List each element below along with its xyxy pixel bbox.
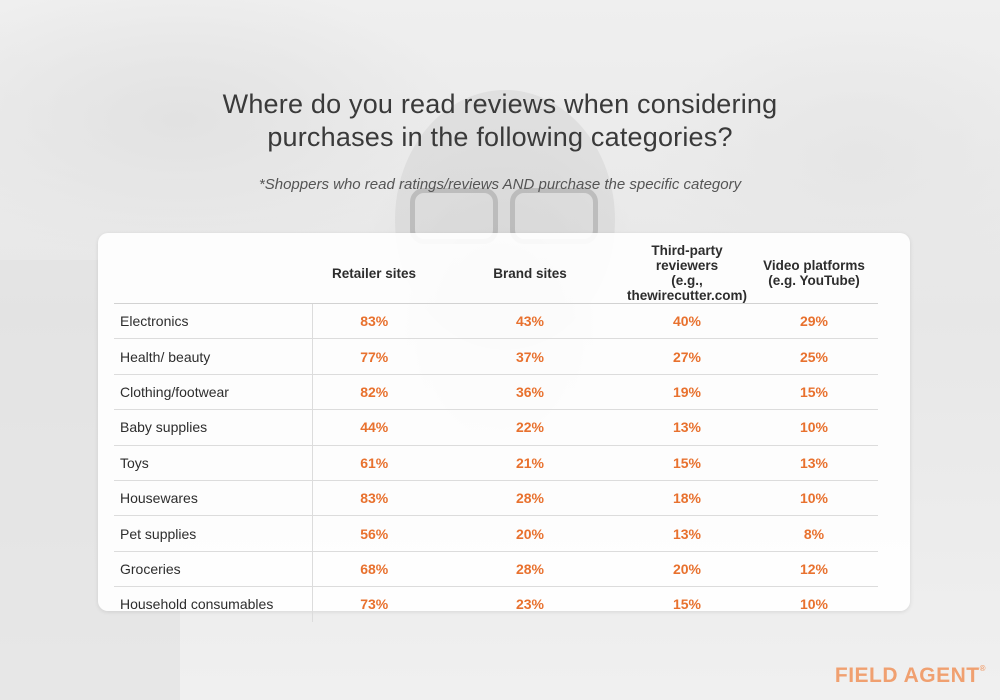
field-agent-logo: FIELD AGENT® — [835, 664, 986, 688]
table-header: Retailer sites Brand sites Third-party rev… — [114, 243, 878, 304]
category-label: Housewares — [114, 479, 312, 516]
column-header: Video platforms (e.g. YouTube) — [750, 243, 878, 304]
value-cell: 15% — [624, 444, 750, 481]
data-table: Retailer sites Brand sites Third-party rev… — [114, 243, 878, 622]
value-cell: 20% — [436, 515, 624, 552]
category-label: Electronics — [114, 302, 312, 339]
category-label: Health/ beauty — [114, 338, 312, 375]
value-cell: 15% — [750, 373, 878, 410]
category-label: Household consumables — [114, 586, 312, 622]
table-row: Household consumables 73% 23% 15% 10% — [114, 586, 878, 622]
table-row: Electronics 83% 43% 40% 29% — [114, 302, 878, 339]
category-label: Groceries — [114, 550, 312, 587]
value-cell: 13% — [750, 444, 878, 481]
value-cell: 28% — [436, 479, 624, 516]
value-cell: 18% — [624, 479, 750, 516]
value-cell: 23% — [436, 586, 624, 622]
value-cell: 83% — [311, 479, 436, 516]
value-cell: 83% — [311, 302, 436, 339]
chart-subtitle: *Shoppers who read ratings/reviews AND p… — [258, 176, 742, 193]
value-cell: 40% — [624, 302, 750, 339]
category-label: Clothing/footwear — [114, 373, 312, 410]
table-body: Electronics 83% 43% 40% 29% Health/ beauty 77%… — [114, 302, 878, 622]
value-cell: 43% — [436, 302, 624, 339]
table-row: Baby supplies 44% 22% 13% 10% — [114, 409, 878, 446]
value-cell: 22% — [436, 409, 624, 446]
value-cell: 27% — [624, 338, 750, 375]
value-cell: 19% — [624, 373, 750, 410]
registered-mark: ® — [979, 664, 986, 673]
category-label: Baby supplies — [114, 409, 312, 446]
category-label: Pet supplies — [114, 515, 312, 552]
value-cell: 21% — [436, 444, 624, 481]
column-header: Third-party reviewers (e.g., thewirecutte… — [624, 243, 750, 304]
column-header-line: Retailer sites — [331, 265, 417, 281]
value-cell: 77% — [311, 338, 436, 375]
header-corner — [114, 243, 312, 304]
value-cell: 56% — [311, 515, 436, 552]
value-cell: 25% — [750, 338, 878, 375]
table-row: Toys 61% 21% 15% 13% — [114, 444, 878, 481]
value-cell: 20% — [624, 550, 750, 587]
value-cell: 36% — [436, 373, 624, 410]
table-row: Clothing/footwear 82% 36% 19% 15% — [114, 373, 878, 410]
value-cell: 12% — [750, 550, 878, 587]
brand-name: FIELD AGENT — [834, 664, 980, 687]
value-cell: 44% — [311, 409, 436, 446]
value-cell: 15% — [624, 586, 750, 622]
column-header-line: Third-party reviewers — [651, 243, 723, 273]
value-cell: 82% — [311, 373, 436, 410]
column-header: Brand sites — [436, 243, 624, 304]
value-cell: 28% — [436, 550, 624, 587]
value-cell: 13% — [624, 515, 750, 552]
column-header: Retailer sites — [312, 243, 436, 304]
column-header-line: Brand sites — [493, 265, 567, 281]
table-row: Pet supplies 56% 20% 13% 8% — [114, 515, 878, 552]
table-row: Groceries 68% 28% 20% 12% — [114, 550, 878, 587]
value-cell: 73% — [311, 586, 436, 622]
category-label: Toys — [114, 444, 312, 481]
value-cell: 29% — [750, 302, 878, 339]
table-card: Retailer sites Brand sites Third-party rev… — [98, 233, 910, 622]
column-header-line: (e.g. YouTube) — [768, 273, 860, 288]
value-cell: 37% — [436, 338, 624, 375]
value-cell: 61% — [311, 444, 436, 481]
header-row: Retailer sites Brand sites Third-party rev… — [114, 243, 878, 304]
value-cell: 10% — [750, 409, 878, 446]
column-header-line: (e.g., thewirecutter.com) — [626, 273, 748, 303]
chart-title: Where do you read reviews when consideri… — [0, 88, 1000, 154]
value-cell: 13% — [624, 409, 750, 446]
value-cell: 8% — [750, 515, 878, 552]
title-line-2: purchases in the following categories? — [267, 122, 733, 152]
value-cell: 10% — [750, 586, 878, 622]
value-cell: 68% — [311, 550, 436, 587]
column-header-line: Video platforms — [763, 258, 865, 273]
title-line-1: Where do you read reviews when consideri… — [222, 89, 778, 119]
value-cell: 10% — [750, 479, 878, 516]
table-row: Housewares 83% 28% 18% 10% — [114, 479, 878, 516]
table-row: Health/ beauty 77% 37% 27% 25% — [114, 338, 878, 375]
